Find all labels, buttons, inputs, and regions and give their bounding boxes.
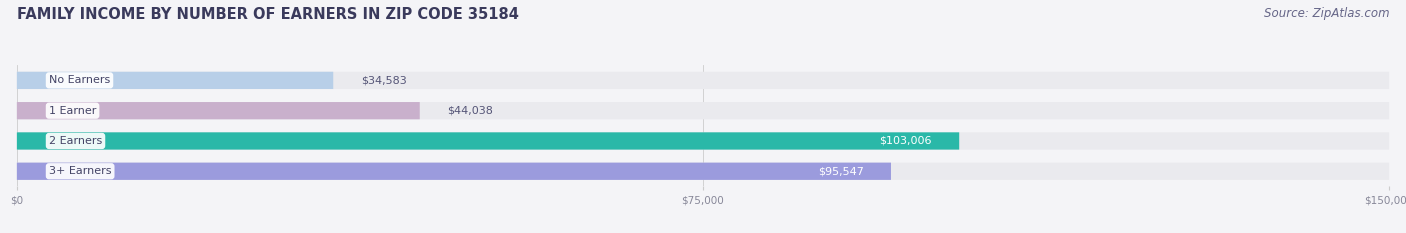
Text: $44,038: $44,038 <box>447 106 494 116</box>
FancyBboxPatch shape <box>17 102 420 119</box>
FancyBboxPatch shape <box>17 72 1389 89</box>
FancyBboxPatch shape <box>17 102 1389 119</box>
FancyBboxPatch shape <box>17 132 959 150</box>
Text: 2 Earners: 2 Earners <box>49 136 103 146</box>
Text: $34,583: $34,583 <box>361 75 406 85</box>
FancyBboxPatch shape <box>17 132 1389 150</box>
Text: 1 Earner: 1 Earner <box>49 106 96 116</box>
Text: $103,006: $103,006 <box>879 136 932 146</box>
Text: 3+ Earners: 3+ Earners <box>49 166 111 176</box>
Text: FAMILY INCOME BY NUMBER OF EARNERS IN ZIP CODE 35184: FAMILY INCOME BY NUMBER OF EARNERS IN ZI… <box>17 7 519 22</box>
Text: $95,547: $95,547 <box>818 166 863 176</box>
FancyBboxPatch shape <box>17 72 333 89</box>
FancyBboxPatch shape <box>17 163 891 180</box>
FancyBboxPatch shape <box>17 163 1389 180</box>
Text: Source: ZipAtlas.com: Source: ZipAtlas.com <box>1264 7 1389 20</box>
Text: No Earners: No Earners <box>49 75 110 85</box>
